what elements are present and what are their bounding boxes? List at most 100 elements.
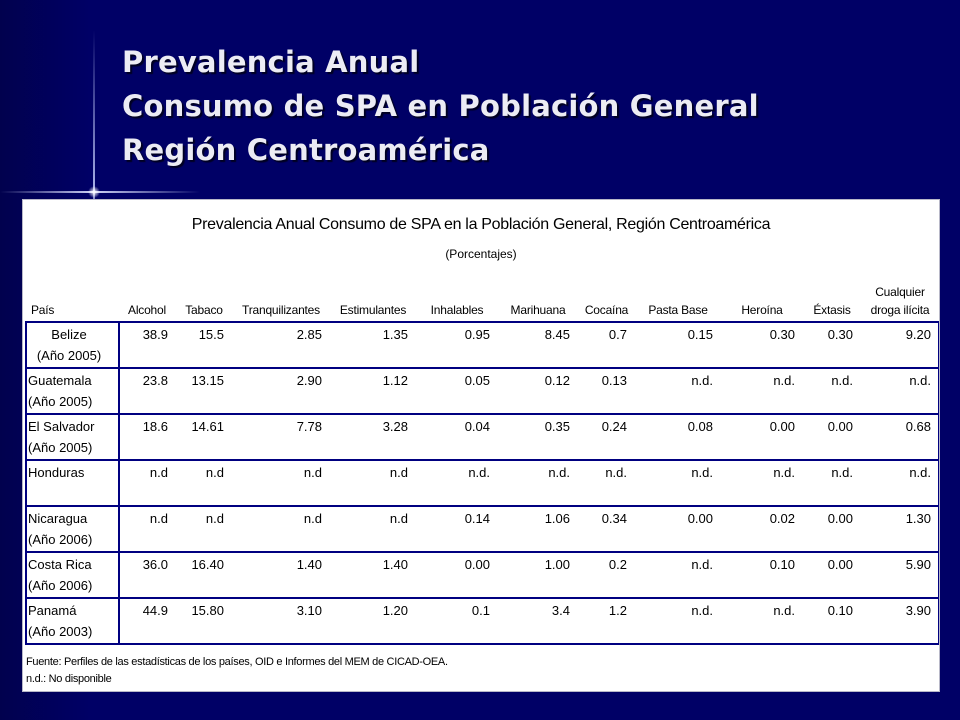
cell-inhalables: 0.95 [464,327,490,342]
header-alcohol: Alcohol [128,303,166,317]
cell-tranquilizantes: 7.78 [296,419,322,434]
cell-country: Honduras [25,460,118,506]
header-marihuana: Marihuana [510,303,566,317]
cell-estimulantes: 1.20 [382,603,408,618]
cell-marihuana: 0.35 [544,419,570,434]
cell-heroina: n.d. [773,373,795,388]
cell-extasis: 0.00 [827,511,853,526]
cell-tranquilizantes: 3.10 [296,603,322,618]
lens-flare-horizontal [0,191,200,193]
header-extasis: Éxtasis [813,303,851,317]
cell-alcohol: 36.0 [142,557,168,572]
country-year: (Año 2006) [28,532,93,547]
header-cocaina: Cocaína [584,303,629,317]
cell-heroina: 0.00 [769,419,795,434]
country-name: Belize [51,327,87,342]
header-tabaco: Tabaco [185,303,223,317]
cell-cocaina: 0.2 [608,557,627,572]
table-row: Nicaragua (Año 2006) n.d n.d n.d n.d 0.14 1.06 0… [25,506,939,552]
cell-inhalables: 0.14 [464,511,490,526]
header-cualquier-line-2: droga ilícita [870,303,930,317]
cell-country: Nicaragua (Año 2006) [25,506,118,552]
cell-extasis: 0.00 [827,557,853,572]
cell-cocaina: 0.7 [608,327,627,342]
cell-pasta-base: n.d. [691,373,713,388]
cell-pasta-base: 0.08 [687,419,713,434]
cell-marihuana: 3.4 [551,603,570,618]
cell-cualquier-droga: n.d. [909,465,931,480]
cell-tranquilizantes: 2.90 [296,373,322,388]
cell-tranquilizantes: n.d [303,465,322,480]
cell-pasta-base: 0.15 [687,327,713,342]
header-inhalables: Inhalables [430,303,484,317]
footnote-nd: n.d.: No disponible [26,673,112,685]
header-cualquier-droga: Cualquier droga ilícita [861,270,939,322]
country-year: (Año 2005) [28,440,93,455]
cell-cocaina: 1.2 [608,603,627,618]
table-row: Belize (Año 2005) 38.9 15.5 2.85 1.35 0.95 8.45… [25,322,939,368]
cell-extasis: n.d. [831,373,853,388]
table-row: Panamá (Año 2003) 44.9 15.80 3.10 1.20 0.1 3.4 1… [25,598,939,644]
country-name: Honduras [28,465,85,480]
cell-estimulantes: 1.12 [382,373,408,388]
cell-tranquilizantes: 1.40 [296,557,322,572]
cell-country: Costa Rica (Año 2006) [25,552,118,598]
cell-cocaina: 0.34 [601,511,627,526]
cell-tranquilizantes: 2.85 [296,327,322,342]
cell-pasta-base: n.d. [691,465,713,480]
country-name: Panamá [28,603,77,618]
cell-extasis: 0.30 [827,327,853,342]
slide-title: Prevalencia Anual Consumo de SPA en Pobl… [122,40,759,172]
country-name: Guatemala [28,373,92,388]
table-title: Prevalencia Anual Consumo de SPA en la P… [191,216,771,233]
cell-inhalables: 0.05 [464,373,490,388]
header-tranquilizantes: Tranquilizantes [242,303,320,317]
cell-tabaco: n.d [205,465,224,480]
cell-tabaco: 14.61 [191,419,224,434]
country-name: Costa Rica [28,557,92,572]
cell-estimulantes: 1.35 [382,327,408,342]
cell-inhalables: 0.04 [464,419,490,434]
cell-estimulantes: n.d [389,511,408,526]
cell-pasta-base: 0.00 [687,511,713,526]
country-year: (Año 2005) [36,348,102,363]
cell-heroina: 0.02 [769,511,795,526]
cell-marihuana: 1.06 [544,511,570,526]
cell-extasis: n.d. [831,465,853,480]
cell-heroina: 0.10 [769,557,795,572]
cell-marihuana: n.d. [548,465,570,480]
cell-tranquilizantes: n.d [303,511,322,526]
table-border-left [25,322,27,645]
cell-alcohol: 18.6 [142,419,168,434]
country-year: (Año 2003) [28,624,93,639]
cell-country: El Salvador (Año 2005) [25,414,118,460]
cell-cualquier-droga: 0.68 [905,419,931,434]
table-header-row: País Alcohol Tabaco Tranquilizantes Esti… [25,270,939,322]
cell-marihuana: 8.45 [544,327,570,342]
cell-estimulantes: 3.28 [382,419,408,434]
country-name: El Salvador [28,419,95,434]
cell-extasis: 0.00 [827,419,853,434]
country-name: Nicaragua [28,511,88,526]
header-heroina: Heroína [741,303,783,317]
cell-tabaco: 15.80 [191,603,224,618]
cell-alcohol: n.d [149,465,168,480]
cell-cualquier-droga: 9.20 [905,327,931,342]
country-year: (Año 2005) [28,394,93,409]
cell-tabaco: 15.5 [198,327,224,342]
cell-tabaco: 16.40 [191,557,224,572]
cell-cocaina: 0.13 [601,373,627,388]
cell-extasis: 0.10 [827,603,853,618]
slide-title-line-3: Región Centroamérica [122,133,490,167]
cell-cualquier-droga: n.d. [909,373,931,388]
cell-marihuana: 1.00 [544,557,570,572]
cell-cualquier-droga: 1.30 [905,511,931,526]
cell-estimulantes: 1.40 [382,557,408,572]
header-estimulantes: Estimulantes [339,303,407,317]
table-border-right [938,322,939,645]
slide-title-line-1: Prevalencia Anual [122,45,420,79]
cell-tabaco: 13.15 [191,373,224,388]
cell-marihuana: 0.12 [544,373,570,388]
table-row: Costa Rica (Año 2006) 36.0 16.40 1.40 1.40 0.0… [25,552,939,598]
cell-country: Guatemala (Año 2005) [25,368,118,414]
